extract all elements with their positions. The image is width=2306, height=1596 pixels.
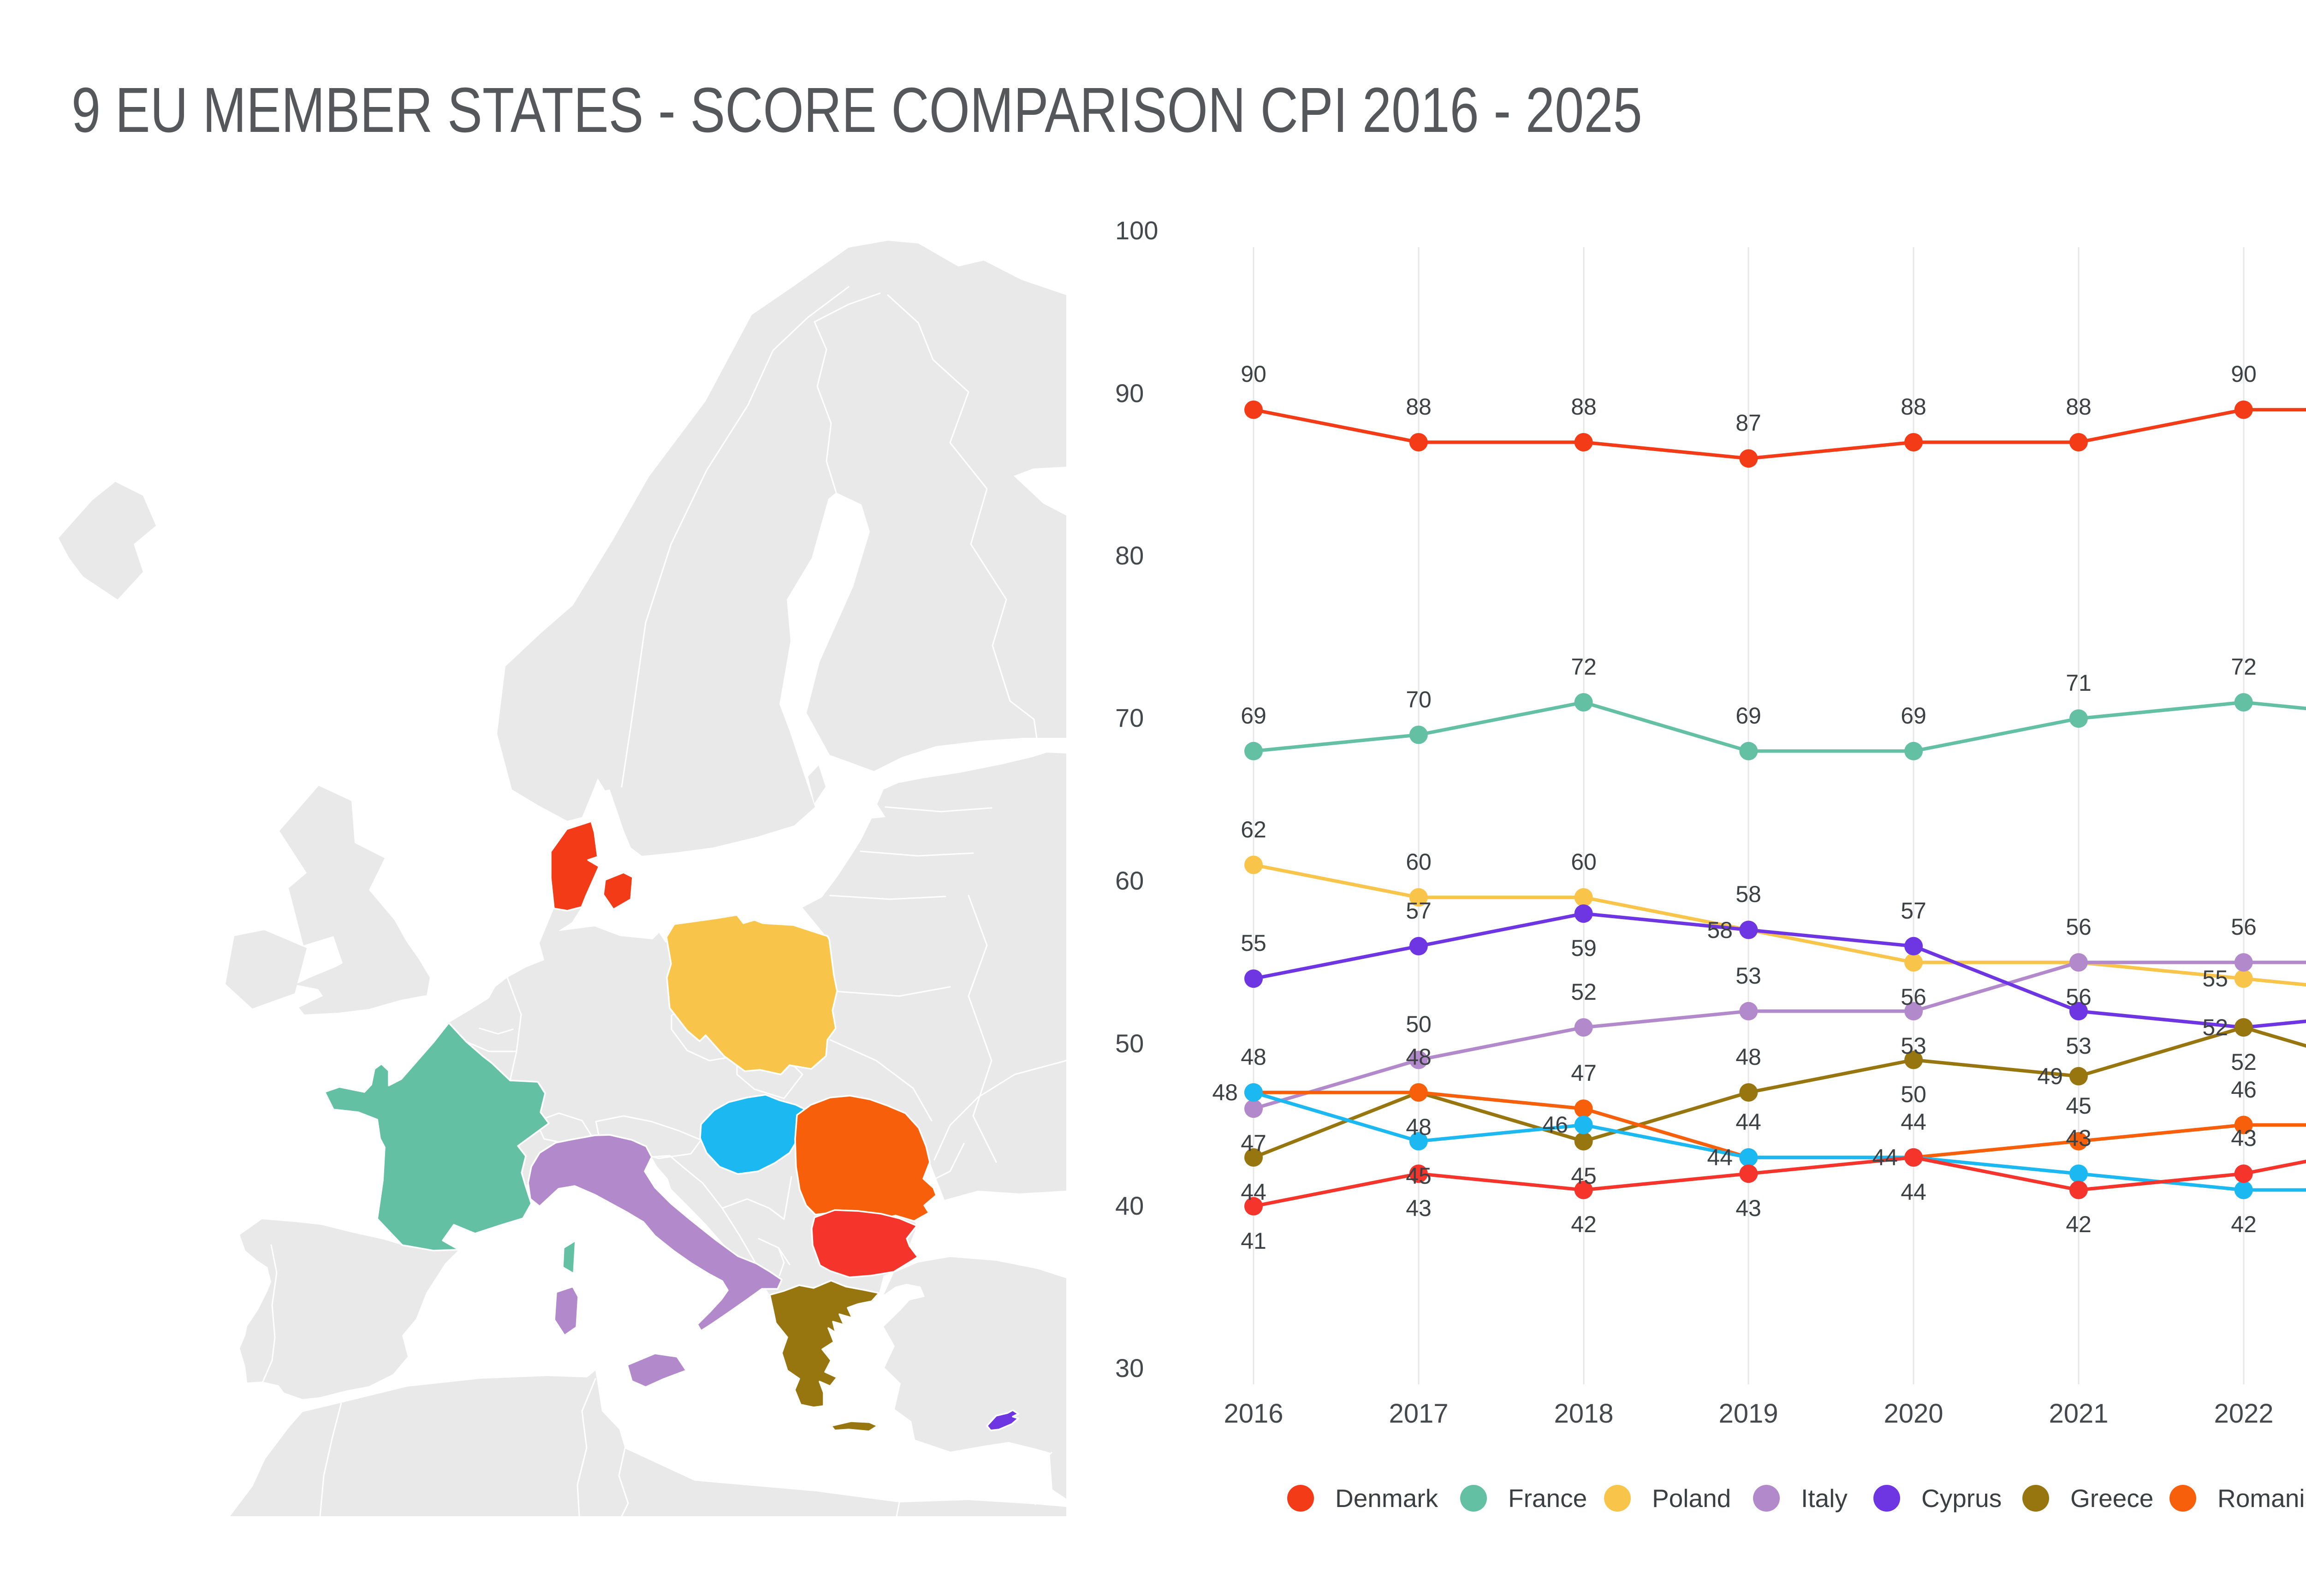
svg-text:48: 48 (1735, 1044, 1761, 1070)
svg-text:48: 48 (1406, 1044, 1432, 1070)
svg-text:2017: 2017 (1389, 1399, 1448, 1429)
svg-text:2021: 2021 (2049, 1399, 2108, 1429)
svg-text:69: 69 (1241, 703, 1266, 729)
svg-text:43: 43 (2231, 1125, 2257, 1151)
svg-text:43: 43 (1735, 1195, 1761, 1221)
svg-text:58: 58 (1735, 881, 1761, 907)
svg-text:55: 55 (1241, 930, 1266, 956)
svg-text:48: 48 (1406, 1114, 1432, 1140)
svg-text:Italy: Italy (1801, 1484, 1848, 1513)
svg-text:2019: 2019 (1718, 1399, 1778, 1429)
svg-text:47: 47 (1571, 1060, 1597, 1086)
svg-text:Denmark: Denmark (1335, 1484, 1438, 1513)
svg-text:90: 90 (2231, 361, 2257, 387)
svg-text:56: 56 (2066, 984, 2092, 1010)
svg-text:40: 40 (1115, 1191, 1144, 1220)
svg-text:53: 53 (1901, 1033, 1926, 1059)
svg-text:46: 46 (1542, 1112, 1568, 1138)
svg-text:42: 42 (1571, 1211, 1597, 1237)
svg-text:50: 50 (1406, 1011, 1432, 1037)
svg-text:48: 48 (1241, 1044, 1266, 1070)
svg-text:45: 45 (1406, 1163, 1432, 1189)
svg-text:52: 52 (1571, 979, 1597, 1005)
svg-text:69: 69 (1735, 703, 1761, 729)
svg-text:2020: 2020 (1884, 1399, 1943, 1429)
svg-text:90: 90 (1115, 379, 1144, 408)
svg-text:70: 70 (1115, 703, 1144, 732)
svg-text:59: 59 (1571, 935, 1597, 961)
svg-text:56: 56 (1901, 984, 1926, 1010)
svg-text:87: 87 (1735, 410, 1761, 436)
svg-text:9 EU MEMBER STATES - SCORE COM: 9 EU MEMBER STATES - SCORE COMPARISON CP… (71, 75, 1642, 146)
svg-text:43: 43 (1406, 1195, 1432, 1221)
svg-text:53: 53 (1735, 963, 1761, 989)
svg-text:44: 44 (1901, 1109, 1926, 1135)
svg-text:55: 55 (2202, 966, 2228, 991)
svg-text:60: 60 (1571, 849, 1597, 875)
svg-text:60: 60 (1406, 849, 1432, 875)
svg-text:Greece: Greece (2070, 1484, 2153, 1513)
svg-text:71: 71 (2066, 670, 2092, 696)
svg-text:44: 44 (1901, 1179, 1926, 1205)
svg-text:44: 44 (1707, 1145, 1733, 1170)
svg-text:69: 69 (1901, 703, 1926, 729)
svg-text:46: 46 (2231, 1077, 2257, 1103)
svg-text:88: 88 (1901, 394, 1926, 420)
svg-text:Poland: Poland (1652, 1484, 1731, 1513)
svg-text:44: 44 (1241, 1179, 1266, 1205)
svg-text:Romania: Romania (2217, 1484, 2306, 1513)
svg-text:44: 44 (1872, 1145, 1898, 1170)
svg-text:2022: 2022 (2214, 1399, 2273, 1429)
svg-text:44: 44 (1735, 1109, 1761, 1135)
svg-text:30: 30 (1115, 1353, 1144, 1382)
svg-text:Cyprus: Cyprus (1921, 1484, 2002, 1513)
svg-text:France: France (1508, 1484, 1587, 1513)
svg-text:88: 88 (1571, 394, 1597, 420)
svg-text:50: 50 (1115, 1029, 1144, 1058)
svg-text:80: 80 (1115, 541, 1144, 570)
svg-text:41: 41 (1241, 1228, 1266, 1254)
svg-text:2018: 2018 (1554, 1399, 1613, 1429)
svg-text:53: 53 (2066, 1033, 2092, 1059)
svg-text:42: 42 (2066, 1211, 2092, 1237)
svg-text:56: 56 (2066, 914, 2092, 940)
svg-text:57: 57 (1406, 898, 1432, 924)
svg-text:56: 56 (2231, 914, 2257, 940)
svg-text:70: 70 (1406, 687, 1432, 712)
svg-text:88: 88 (1406, 394, 1432, 420)
svg-text:60: 60 (1115, 866, 1144, 895)
svg-text:90: 90 (1241, 361, 1266, 387)
svg-text:42: 42 (2231, 1211, 2257, 1237)
svg-text:43: 43 (2066, 1125, 2092, 1151)
svg-text:100: 100 (1115, 216, 1158, 245)
svg-text:72: 72 (2231, 654, 2257, 680)
svg-text:48: 48 (1212, 1080, 1238, 1105)
svg-text:2016: 2016 (1224, 1399, 1283, 1429)
svg-text:49: 49 (2037, 1063, 2063, 1089)
svg-text:72: 72 (1571, 654, 1597, 680)
svg-text:45: 45 (1571, 1163, 1597, 1189)
svg-text:50: 50 (1901, 1081, 1926, 1107)
svg-text:58: 58 (1707, 917, 1733, 943)
svg-text:88: 88 (2066, 394, 2092, 420)
svg-text:62: 62 (1241, 817, 1266, 842)
svg-text:45: 45 (2066, 1093, 2092, 1119)
svg-text:52: 52 (2231, 1049, 2257, 1075)
svg-text:52: 52 (2202, 1015, 2228, 1040)
svg-text:47: 47 (1241, 1130, 1266, 1156)
svg-text:57: 57 (1901, 898, 1926, 924)
